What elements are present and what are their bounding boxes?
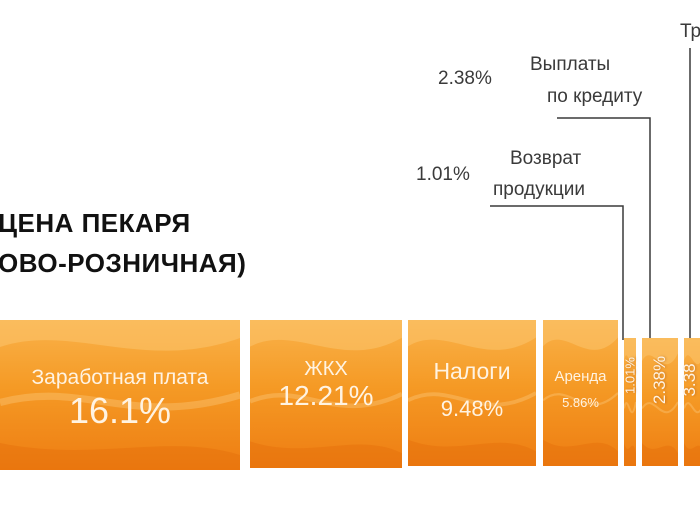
segment-block-return [624,338,636,466]
annotation-return-percent: 1.01% [416,164,470,185]
segment-block-rent [543,320,618,466]
segment-label-salary: Заработная плата [31,366,209,389]
annotation-cut-label: Тр [680,21,700,42]
annotation-return-line-2: продукции [493,179,586,200]
segment-block-utilities [250,320,402,468]
annotation-credit-percent: 2.38% [438,68,492,89]
segment-block-cut [684,338,700,466]
segment-block-taxes [408,320,536,466]
segment-texture [543,320,618,466]
segment-texture [684,338,700,466]
chart-title-line-1: ЦЕНА ПЕКАРЯ [0,208,191,238]
segment-value-utilities: 12.21% [278,380,374,411]
segment-label-rent: Аренда [554,368,607,385]
segment-value-taxes: 9.48% [440,396,504,421]
segment-block-credit [642,338,678,466]
segment-block-salary [0,320,240,470]
segment-texture [624,338,636,466]
segment-texture [250,320,402,468]
segment-value-rent: 5.86% [562,395,599,410]
segment-value-return: 1.01% [622,357,638,394]
annotation-credit-line-1: Выплаты [530,54,611,75]
segment-texture [408,320,536,466]
segment-value-cut: 3.38 [680,363,699,397]
segment-label-utilities: ЖКХ [304,358,348,380]
annotation-credit-line-2: по кредиту [547,86,643,107]
annotation-return-line-1: Возврат [510,148,582,169]
segment-value-salary: 16.1% [68,390,172,431]
chart-title-line-2: ОВО-РОЗНИЧНАЯ) [0,248,247,278]
segment-value-credit: 2.38% [650,355,669,405]
segment-texture [0,320,240,470]
segment-texture [642,338,678,466]
segment-label-taxes: Налоги [433,358,511,384]
